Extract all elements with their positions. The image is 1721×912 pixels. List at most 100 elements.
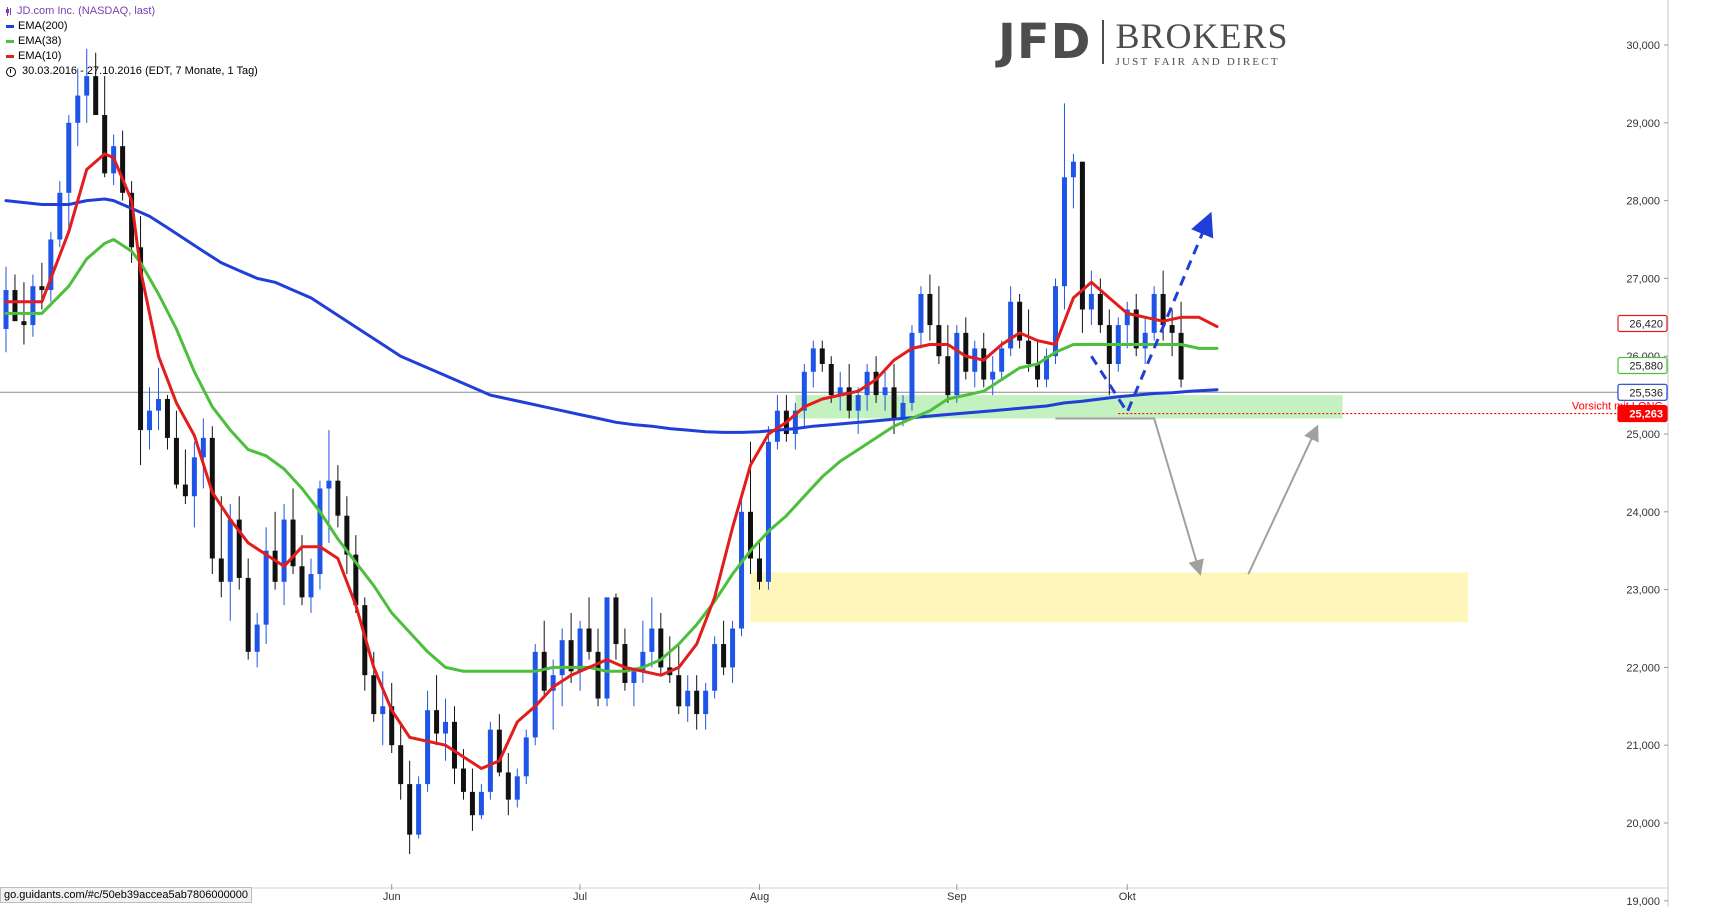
candle-body [21,321,27,326]
candle-body [694,690,700,715]
candle-body [891,387,897,419]
y-tick-label: 29,000 [1626,118,1660,130]
x-tick-label: Okt [1119,891,1136,903]
candle-body [568,640,574,672]
time-axis-layer[interactable]: Jun Jul Aug Sep Okt [0,884,1668,903]
candle-body [138,247,144,431]
candle-body [1079,161,1085,310]
candle-body [290,519,296,567]
candle-body [407,784,413,835]
candle-body [801,371,807,411]
candle-body [640,651,646,672]
ema-lines-layer [4,152,1219,770]
candle-body [3,290,9,329]
candle-body [48,239,54,291]
candle-body [1151,293,1157,333]
candle-body [1017,301,1023,341]
candle-body [317,488,323,575]
candle-body [254,624,260,652]
candle-body [613,597,619,645]
candle-body [263,550,269,625]
y-tick-label: 19,000 [1626,896,1660,907]
candle-body [1026,340,1032,364]
candle-body [39,286,45,291]
candle-body [559,640,565,676]
candle-body [1008,301,1014,349]
scenario-arrows-layer [1055,211,1319,576]
candle-body [299,566,305,598]
x-tick-label: Jun [383,891,401,903]
logo-jfd: JFD [998,14,1092,70]
candle-body [1088,293,1094,310]
candle-body [102,115,108,174]
price-axis-layer[interactable]: 19,000 20,000 21,000 22,000 23,000 24,000 25,0… [1617,0,1669,908]
candle-body [523,737,529,777]
ema200-swatch [6,25,14,28]
candle-body [218,558,224,582]
candle-body [120,146,126,193]
price-tag-box [1617,314,1668,333]
candle-body [658,628,664,668]
candle-body [981,348,987,380]
ema38-swatch [6,40,14,43]
support-zone [795,395,1343,419]
price-tag-box [1617,356,1668,375]
candle-body [721,644,727,668]
candle-body [443,721,449,734]
candle-body [972,348,978,372]
price-tag-box [1617,404,1668,423]
price-tag: 25,263 [1617,404,1668,423]
candle-body [649,628,655,652]
candle-body [496,729,502,773]
y-tick-label: 24,000 [1626,507,1660,519]
candle-body [837,387,843,396]
jfd-brokers-logo: JFD BROKERS JUST FAIR AND DIRECT [998,18,1289,68]
candle-body [1035,363,1041,380]
x-tick-label: Aug [750,891,770,903]
candle-body [604,597,610,699]
candle-body [855,395,861,411]
candle-body [963,332,969,372]
legend-ema10[interactable]: EMA(10) [6,49,258,64]
ema38-line [4,238,1219,673]
candle-body [819,348,825,364]
candles-layer [3,48,1184,855]
candle-body [460,768,466,792]
candle-body [308,574,314,598]
candle-body [595,651,601,699]
legend-ema38[interactable]: EMA(38) [6,34,258,49]
candle-body [191,457,197,497]
logo-brokers: BROKERS [1115,16,1289,56]
candle-body [1061,177,1067,287]
footer-url[interactable]: go.guidants.com/#c/50eb39accea5ab7806000… [0,887,253,903]
candle-body [434,710,440,734]
candle-body [945,356,951,396]
candle-body [182,484,188,497]
candle-body [245,577,251,652]
candle-body [200,437,206,458]
legend-title-row[interactable]: JD.com Inc. (NASDAQ, last) [6,4,258,19]
candle-body [1097,293,1103,326]
candle-body [765,441,771,582]
candle-body [900,402,906,419]
candle-body [954,332,960,396]
candle-body [12,290,18,322]
candle-body [281,519,287,582]
date-range-label: 30.03.2016 - 27.10.2016 (EDT, 7 Monate, … [22,65,258,77]
instrument-title[interactable]: JD.com Inc. (NASDAQ, last) [17,5,156,17]
candle-body [550,675,556,691]
y-tick-label: 20,000 [1626,818,1660,830]
candle-body [335,480,341,516]
candle-body [164,398,170,438]
candle-body [703,690,709,715]
price-tag: 25,880 [1617,356,1668,375]
candle-body [478,791,484,816]
ema10-line [4,152,1219,770]
bearish-scenario-arrow-up [1247,424,1319,575]
ema38-label: EMA(38) [18,35,62,47]
y-tick-label: 25,000 [1626,429,1660,441]
candle-body [452,721,457,769]
candle-body [748,511,754,559]
legend-ema200[interactable]: EMA(200) [6,19,258,34]
